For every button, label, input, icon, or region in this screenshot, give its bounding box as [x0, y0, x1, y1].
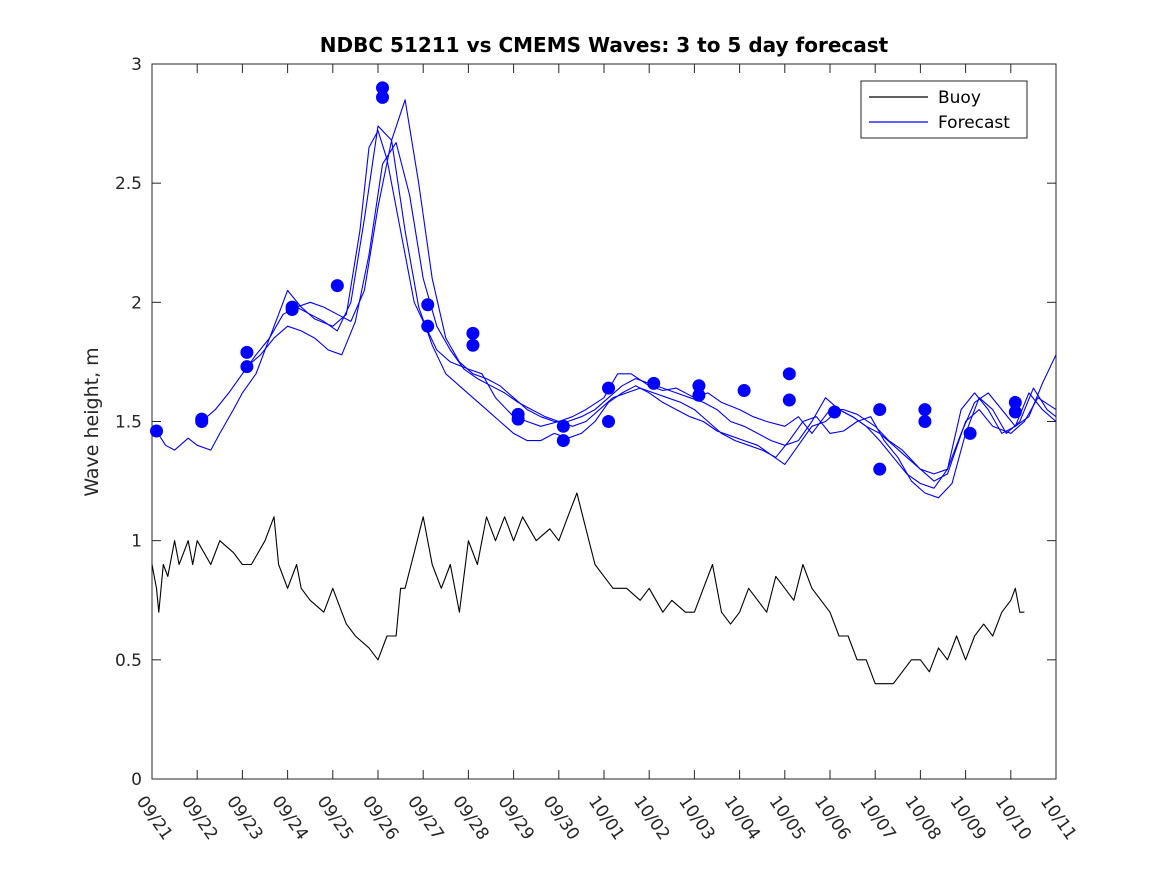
forecast-marker — [466, 326, 480, 340]
y-tick-label: 2.5 — [115, 174, 142, 194]
forecast-marker — [421, 319, 435, 333]
forecast-marker — [466, 338, 480, 352]
y-tick-label: 0.5 — [115, 651, 142, 671]
y-tick-label: 1 — [131, 532, 142, 552]
x-tick-label: 09/28 — [448, 792, 492, 844]
forecast-marker — [240, 345, 254, 359]
x-tick-label: 10/03 — [674, 792, 718, 844]
x-tick-label: 10/08 — [900, 792, 944, 844]
x-tick-label: 09/26 — [358, 792, 402, 844]
forecast-marker — [963, 426, 977, 440]
forecast-series-line — [246, 142, 1057, 499]
x-tick-label: 10/06 — [810, 792, 854, 844]
x-tick-label: 10/07 — [855, 792, 899, 844]
chart-title: NDBC 51211 vs CMEMS Waves: 3 to 5 day fo… — [320, 33, 889, 57]
forecast-marker — [1008, 405, 1022, 419]
forecast-marker — [782, 393, 796, 407]
x-tick-label: 09/27 — [403, 792, 447, 844]
series-layer — [151, 99, 1057, 685]
x-tick-label: 09/30 — [539, 792, 583, 844]
legend-box — [860, 80, 1028, 139]
y-tick-label: 2 — [131, 293, 142, 313]
x-tick-label: 10/05 — [765, 792, 809, 844]
forecast-series-line — [156, 130, 1057, 482]
forecast-series-line — [201, 125, 1057, 489]
x-tick-label: 10/04 — [720, 792, 764, 844]
y-tick-label: 3 — [131, 55, 142, 75]
x-axis: 09/21 09/22 09/23 09/24 09/25 09/26 09/27 09/28… — [132, 64, 1080, 844]
forecast-series-line — [296, 99, 1057, 475]
forecast-marker — [602, 415, 616, 428]
forecast-marker — [873, 403, 887, 417]
x-tick-label: 09/24 — [268, 792, 312, 844]
x-tick-label: 10/01 — [584, 792, 628, 844]
legend-forecast-label: Forecast — [938, 113, 1010, 133]
x-tick-label: 09/22 — [177, 792, 221, 844]
forecast-marker — [873, 462, 887, 476]
forecast-marker — [918, 415, 932, 428]
y-axis: 0 0.5 1 1.5 2 2.5 3 — [115, 55, 1056, 790]
y-tick-label: 0 — [131, 770, 142, 790]
forecast-marker — [376, 90, 390, 104]
forecast-marker — [330, 279, 344, 293]
buoy-series-line — [151, 492, 1025, 685]
x-tick-label: 10/10 — [991, 792, 1035, 844]
x-tick-label: 09/29 — [494, 792, 538, 844]
forecast-marker — [556, 434, 570, 448]
forecast-marker — [647, 376, 661, 390]
forecast-marker — [511, 407, 525, 421]
x-tick-label: 10/11 — [1036, 792, 1080, 844]
forecast-marker — [918, 403, 932, 417]
x-tick-label: 09/23 — [222, 792, 266, 844]
forecast-marker — [737, 384, 751, 398]
x-tick-label: 09/25 — [313, 792, 357, 844]
legend: Buoy Forecast — [860, 80, 1028, 139]
forecast-marker — [828, 405, 842, 419]
forecast-marker — [421, 298, 435, 312]
forecast-marker — [195, 412, 209, 426]
forecast-marker — [692, 379, 706, 393]
legend-buoy-label: Buoy — [938, 88, 981, 108]
forecast-markers — [150, 81, 1022, 476]
forecast-marker — [556, 419, 570, 433]
x-tick-label: 10/02 — [629, 792, 673, 844]
x-tick-label: 09/21 — [132, 792, 176, 844]
forecast-marker — [782, 367, 796, 381]
y-axis-label: Wave height, m — [81, 347, 103, 496]
x-tick-label: 10/09 — [946, 792, 990, 844]
forecast-marker — [602, 381, 616, 395]
forecast-marker — [240, 360, 254, 374]
forecast-marker — [1008, 395, 1022, 409]
forecast-marker — [376, 81, 390, 95]
forecast-marker — [150, 424, 164, 438]
forecast-marker — [285, 300, 299, 314]
y-tick-label: 1.5 — [115, 413, 142, 433]
forecast-marker — [692, 388, 706, 402]
